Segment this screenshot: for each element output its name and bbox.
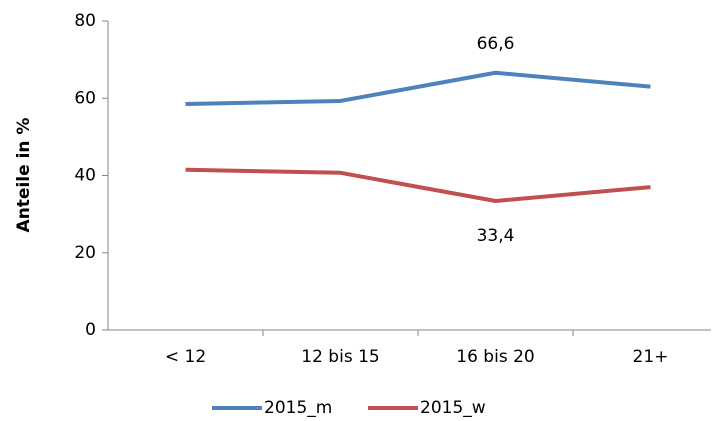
y-tick-label: 20 [74, 243, 96, 263]
y-tick-label: 80 [74, 11, 96, 31]
y-axis-label: Anteile in % [14, 118, 34, 233]
y-tick-label: 0 [85, 320, 96, 340]
data-label: 66,6 [477, 34, 515, 54]
x-tick-label: 16 bis 20 [456, 347, 534, 367]
x-tick-label: 12 bis 15 [301, 347, 379, 367]
y-tick-label: 40 [74, 166, 96, 186]
series-line [185, 167, 651, 203]
x-tick-label: 21+ [633, 347, 669, 367]
x-tick-label: < 12 [165, 347, 206, 367]
data-label: 33,4 [477, 226, 515, 246]
legend-label: 2015_w [420, 398, 486, 418]
series-line [185, 70, 651, 107]
y-tick-label: 60 [74, 88, 96, 108]
legend-label: 2015_m [264, 398, 332, 418]
